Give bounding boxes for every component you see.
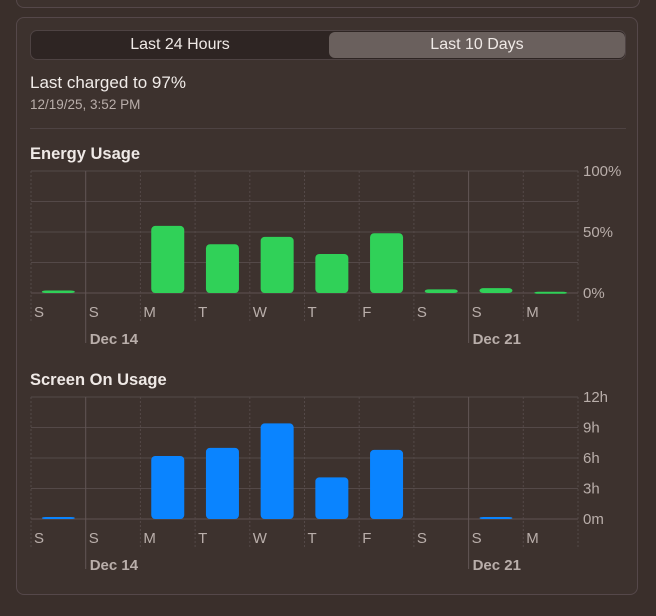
x-tick-label: T: [308, 530, 317, 547]
bar-w-4[interactable]: [260, 236, 294, 293]
x-tick-label: M: [526, 304, 539, 321]
divider: [30, 128, 626, 129]
time-range-segmented-control: Last 24 Hours Last 10 Days: [30, 30, 626, 60]
y-tick-label: 100%: [583, 163, 621, 180]
x-tick-label: T: [308, 304, 317, 321]
last-charged-timestamp: 12/19/25, 3:52 PM: [30, 97, 141, 112]
x-tick-label: W: [253, 530, 268, 547]
x-tick-label: W: [253, 304, 268, 321]
bar-t-3[interactable]: [205, 447, 239, 519]
screen-on-usage-title: Screen On Usage: [30, 371, 167, 389]
bar-s-0[interactable]: [41, 290, 75, 293]
bar-m-2[interactable]: [151, 225, 185, 293]
bar-t-3[interactable]: [205, 244, 239, 293]
bar-s-8[interactable]: [479, 288, 513, 293]
x-tick-label: M: [143, 304, 156, 321]
bar-w-4[interactable]: [260, 423, 294, 519]
bar-s-7[interactable]: [424, 289, 458, 293]
date-group-label: Dec 21: [473, 557, 521, 574]
date-group-label: Dec 14: [90, 331, 139, 348]
last-24-hours-tab[interactable]: Last 24 Hours: [130, 36, 230, 53]
x-tick-label: S: [472, 304, 482, 321]
x-tick-label: S: [472, 530, 482, 547]
x-tick-label: T: [198, 530, 207, 547]
x-tick-label: M: [143, 530, 156, 547]
last-10-days-tab[interactable]: Last 10 Days: [329, 32, 625, 58]
date-group-label: Dec 21: [473, 331, 521, 348]
bar-f-6[interactable]: [370, 233, 404, 293]
x-tick-label: S: [89, 530, 99, 547]
bar-f-6[interactable]: [370, 449, 404, 519]
x-tick-label: T: [198, 304, 207, 321]
y-tick-label: 50%: [583, 224, 613, 241]
y-tick-label: 0%: [583, 285, 605, 302]
bar-t-5[interactable]: [315, 477, 349, 519]
y-tick-label: 0m: [583, 511, 604, 528]
bar-m-2[interactable]: [151, 455, 185, 519]
bar-s-0[interactable]: [41, 516, 75, 519]
x-tick-label: S: [417, 530, 427, 547]
x-tick-label: S: [89, 304, 99, 321]
last-charged-text: Last charged to 97%: [30, 73, 186, 92]
x-tick-label: F: [362, 530, 371, 547]
x-tick-label: S: [34, 530, 44, 547]
y-tick-label: 6h: [583, 450, 600, 467]
previous-card: [16, 0, 640, 8]
y-tick-label: 9h: [583, 420, 600, 437]
x-tick-label: F: [362, 304, 371, 321]
y-tick-label: 12h: [583, 389, 608, 406]
energy-usage-title: Energy Usage: [30, 145, 141, 163]
x-tick-label: S: [417, 304, 427, 321]
y-tick-label: 3h: [583, 481, 600, 498]
x-tick-label: M: [526, 530, 539, 547]
bar-s-8[interactable]: [479, 516, 513, 519]
date-group-label: Dec 14: [90, 557, 139, 574]
bar-t-5[interactable]: [315, 253, 349, 293]
bar-m-9[interactable]: [534, 291, 568, 294]
x-tick-label: S: [34, 304, 44, 321]
battery-panel: Last 24 Hours Last 10 Days Last charged …: [16, 17, 638, 595]
